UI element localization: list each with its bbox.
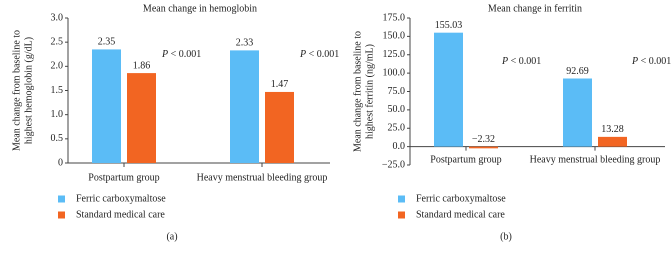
annotation: P < 0.001 (299, 49, 339, 60)
x-tick-label: Postpartum group (430, 154, 501, 165)
legend-label: Ferric carboxymaltose (76, 193, 166, 204)
x-tick-label: Postpartum group (88, 172, 159, 183)
data-label: −2.32 (472, 134, 495, 145)
x-tick-label: Heavy menstrual bleeding group (197, 172, 328, 183)
bar (434, 32, 463, 147)
y-tick-label: −25.0 (382, 159, 405, 170)
data-label: 2.35 (98, 37, 116, 48)
legend-swatch (58, 195, 65, 203)
y-axis-label: highest hemoglobin (g/dL) (23, 37, 34, 144)
y-tick-label: 150.0 (383, 31, 406, 42)
data-label: 13.28 (601, 124, 624, 135)
bar (563, 78, 592, 147)
data-label: 92.69 (566, 66, 589, 77)
y-tick-label: 100.0 (383, 67, 406, 78)
y-tick-label: 2.5 (51, 36, 64, 47)
bar (598, 136, 627, 147)
chart-title: Mean change in hemoglobin (143, 3, 257, 14)
data-label: 1.47 (271, 79, 289, 90)
y-tick-label: 175.0 (383, 12, 406, 23)
legend-label: Ferric carboxymaltose (416, 193, 506, 204)
bar (92, 49, 121, 163)
bar (469, 146, 498, 149)
annotation: P < 0.001 (161, 49, 201, 60)
y-axis-label: Mean change from baseline to (11, 30, 22, 151)
legend-swatch (398, 195, 405, 203)
bar (230, 50, 259, 164)
legend-swatch (398, 211, 405, 219)
legend-label: Standard medical care (416, 209, 505, 220)
y-tick-label: 0.5 (51, 133, 64, 144)
annotation: P < 0.001 (501, 56, 541, 67)
bar (127, 73, 156, 163)
y-tick-label: 25.0 (388, 123, 406, 134)
panel-label: (a) (166, 231, 177, 242)
data-label: 1.86 (133, 60, 151, 71)
y-tick-label: 50.0 (388, 104, 406, 115)
panel-label: (b) (500, 231, 512, 242)
y-tick-label: 2.0 (51, 61, 64, 72)
chart-title: Mean change in ferritin (488, 3, 582, 14)
data-label: 2.33 (236, 38, 254, 49)
y-tick-label: 1.0 (51, 109, 64, 120)
bar (265, 91, 294, 163)
y-tick-label: 75.0 (388, 86, 406, 97)
data-label: 155.03 (435, 20, 463, 31)
x-tick-label: Heavy menstrual bleeding group (530, 154, 661, 165)
y-tick-label: 125.0 (383, 49, 406, 60)
y-tick-label: 0.0 (393, 141, 406, 152)
y-tick-label: 0 (58, 157, 63, 168)
legend-label: Standard medical care (76, 209, 165, 220)
legend-swatch (58, 211, 65, 219)
y-axis-label: highest ferritin (ng/mL) (364, 44, 375, 139)
annotation: P < 0.001 (631, 56, 671, 67)
y-tick-label: 3.0 (51, 12, 64, 23)
y-axis-label: Mean change from baseline to (352, 31, 363, 152)
y-tick-label: 1.5 (51, 85, 64, 96)
